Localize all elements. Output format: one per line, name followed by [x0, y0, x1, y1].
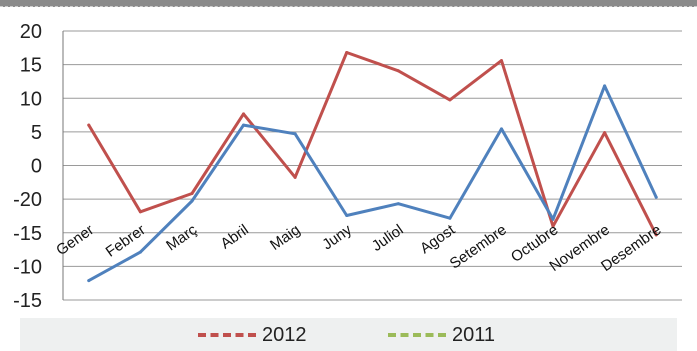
x-tick-label: Gener: [53, 221, 97, 259]
y-tick-label: 20: [20, 21, 42, 43]
data-point-2012: [242, 112, 246, 116]
data-point-2011: [242, 123, 246, 127]
x-tick-label: Maig: [267, 221, 303, 254]
data-point-2011: [448, 216, 452, 220]
data-point-2011: [138, 250, 142, 254]
data-point-2012: [138, 210, 142, 214]
data-point-2012: [551, 224, 555, 228]
data-point-2012: [293, 175, 297, 179]
data-point-2011: [293, 132, 297, 136]
data-point-2012: [345, 51, 349, 55]
data-point-2012: [87, 123, 91, 127]
data-point-2011: [345, 214, 349, 218]
x-tick-label: Setembre: [447, 221, 510, 272]
data-point-2011: [499, 127, 503, 131]
data-point-2011: [551, 217, 555, 221]
x-tick-label: Abril: [217, 221, 251, 252]
data-point-2011: [603, 84, 607, 88]
data-point-2012: [190, 191, 194, 195]
data-point-2012: [603, 131, 607, 135]
y-tick-label: -15: [13, 290, 42, 312]
y-tick-label: 0: [31, 156, 42, 178]
data-point-2011: [190, 199, 194, 203]
legend-item-2011: 2011: [388, 324, 495, 346]
y-tick-label: 5: [31, 122, 42, 144]
legend-item-2012: 2012: [198, 324, 307, 346]
top-border-strip: [0, 0, 697, 7]
data-point-2012: [448, 98, 452, 102]
data-point-2012: [396, 69, 400, 73]
legend-label-2011: 2011: [452, 323, 496, 346]
x-tick-label: Juny: [319, 221, 355, 253]
legend: 2012 2011: [20, 318, 677, 351]
legend-swatch-2011: [388, 333, 446, 337]
x-tick-label: Febrer: [103, 221, 149, 260]
legend-label-2012: 2012: [262, 323, 307, 346]
y-tick-label: -10: [13, 256, 42, 278]
series-line-2012: [87, 51, 658, 237]
data-point-2012: [654, 233, 658, 237]
y-tick-label: -15: [13, 223, 42, 245]
y-tick-label: -20: [13, 189, 42, 211]
y-tick-label: 15: [20, 55, 42, 77]
series-line-2011: [87, 84, 658, 283]
x-tick-label: Juliol: [369, 221, 407, 255]
data-point-2011: [396, 202, 400, 206]
x-tick-label: Agost: [417, 221, 459, 257]
data-point-2012: [499, 59, 503, 63]
legend-swatch-2012: [198, 333, 256, 337]
data-point-2011: [87, 279, 91, 283]
data-point-2011: [654, 195, 658, 199]
y-tick-label: 10: [20, 88, 42, 110]
